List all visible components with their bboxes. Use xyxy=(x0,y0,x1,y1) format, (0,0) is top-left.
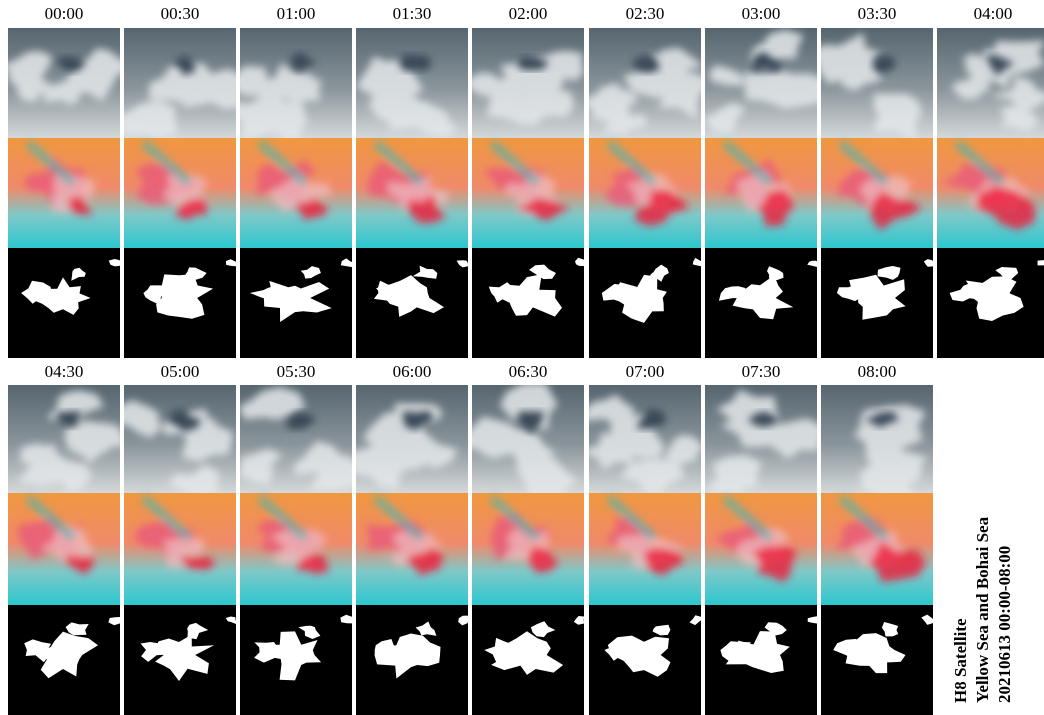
caption-line: H8 Satellite xyxy=(951,618,970,703)
image-column xyxy=(229,28,355,358)
image-column xyxy=(821,385,934,715)
image-column xyxy=(348,385,469,715)
time-label: 02:30 xyxy=(626,4,665,23)
image-column xyxy=(705,385,824,715)
image-column xyxy=(464,383,584,715)
dark-sea xyxy=(400,54,432,71)
caption-line: Yellow Sea and Bohai Sea xyxy=(973,516,992,703)
time-label: 02:00 xyxy=(509,4,548,23)
cloud xyxy=(115,101,178,139)
image-column xyxy=(580,385,704,715)
time-label: 01:00 xyxy=(277,4,316,23)
figure: 00:00 00:30 01:00 01:30 02:00 02:30 03:00 03:30… xyxy=(0,0,1044,715)
time-label: 06:30 xyxy=(509,362,548,381)
image-column xyxy=(581,28,712,358)
time-label: 04:30 xyxy=(45,362,84,381)
image-column xyxy=(937,28,1044,358)
time-label: 03:00 xyxy=(742,4,781,23)
page: 00:00 00:30 01:00 01:30 02:00 02:30 03:00 03:30… xyxy=(0,0,1044,715)
time-label: 06:00 xyxy=(393,362,432,381)
image-column xyxy=(8,385,125,715)
time-label: 01:30 xyxy=(393,4,432,23)
time-label: 07:30 xyxy=(742,362,781,381)
time-label: 07:00 xyxy=(626,362,665,381)
caption-line: 20210613 00:00-08:00 xyxy=(995,546,1014,703)
image-column xyxy=(115,28,251,358)
image-column xyxy=(806,28,934,358)
image-column xyxy=(705,28,832,358)
time-label: 03:30 xyxy=(858,4,897,23)
time-label: 00:00 xyxy=(45,4,84,23)
time-label: 08:00 xyxy=(858,362,897,381)
time-label: 00:30 xyxy=(161,4,200,23)
image-column xyxy=(466,28,588,358)
image-column xyxy=(2,28,128,358)
image-column xyxy=(239,385,371,715)
time-label: 05:00 xyxy=(161,362,200,381)
time-label: 05:30 xyxy=(277,362,316,381)
time-label: 04:00 xyxy=(974,4,1013,23)
image-column xyxy=(107,385,237,715)
image-column xyxy=(356,28,468,358)
